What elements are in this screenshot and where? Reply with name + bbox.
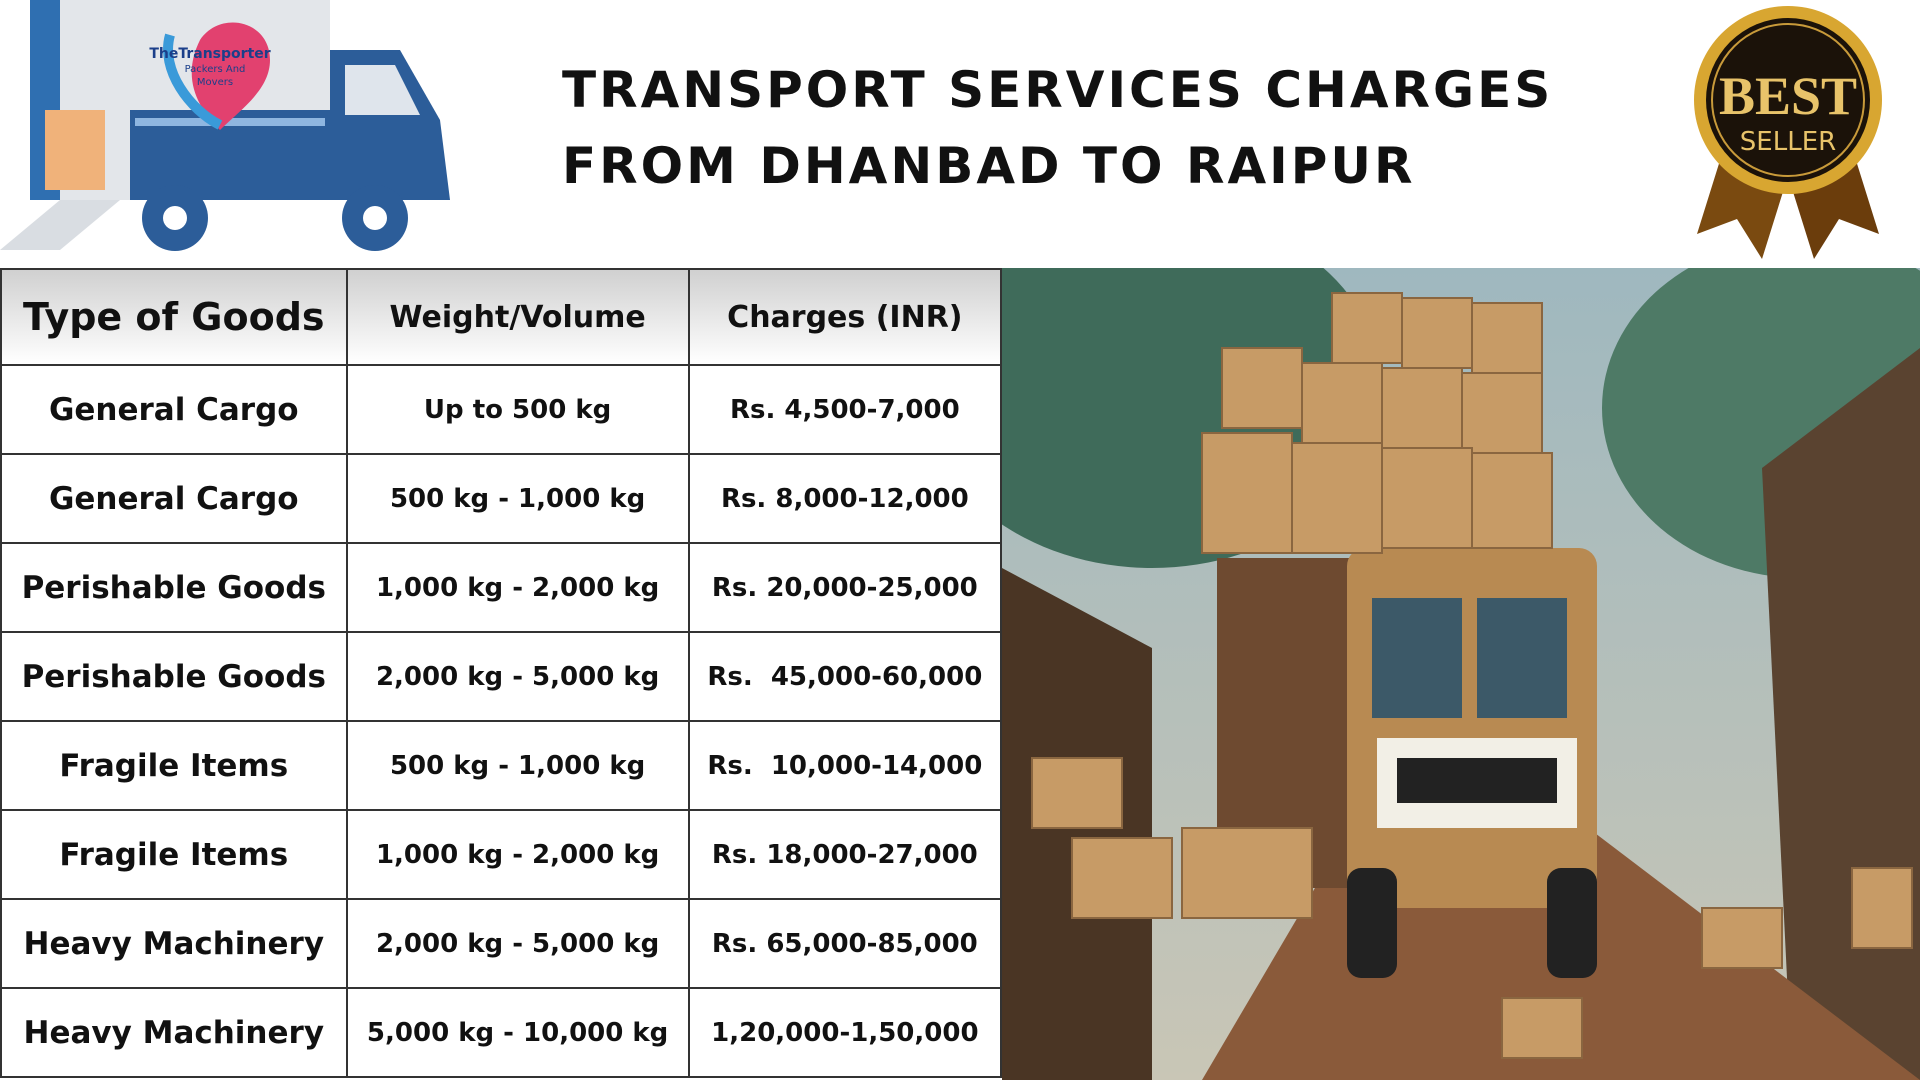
table-cell: Rs. 45,000-60,000 (687, 631, 1003, 722)
table-cell: General Cargo (0, 453, 348, 544)
table-cell: 1,000 kg - 2,000 kg (345, 809, 690, 900)
table-cell: 1,20,000-1,50,000 (687, 987, 1003, 1078)
table-row: Heavy Machinery 2,000 kg - 5,000 kg Rs. 65… (0, 898, 1003, 989)
table-cell: Rs. 4,500-7,000 (687, 364, 1003, 455)
table-cell: General Cargo (0, 364, 348, 455)
table-body: General Cargo Up to 500 kg Rs. 4,500-7,000… (0, 364, 1003, 1078)
logo: TheTransporter Packers And Movers (0, 0, 450, 251)
table-cell: 500 kg - 1,000 kg (345, 720, 690, 811)
best-seller-badge: BEST SELLER (1694, 6, 1882, 259)
table-cell: 500 kg - 1,000 kg (345, 453, 690, 544)
table-row: Fragile Items 1,000 kg - 2,000 kg Rs. 18,0… (0, 809, 1003, 900)
column-header: Charges (INR) (687, 268, 1003, 366)
table-cell: Fragile Items (0, 809, 348, 900)
table-cell: Rs. 18,000-27,000 (687, 809, 1003, 900)
table-cell: 1,000 kg - 2,000 kg (345, 542, 690, 633)
table-cell: Fragile Items (0, 720, 348, 811)
table-cell: Perishable Goods (0, 631, 348, 722)
logo-text: Movers (197, 77, 233, 88)
table-cell: Rs. 20,000-25,000 (687, 542, 1003, 633)
title-line: TRANSPORT SERVICES CHARGES (562, 61, 1554, 119)
badge-text: BEST (1719, 66, 1857, 126)
table-cell: Perishable Goods (0, 542, 348, 633)
table-cell: Up to 500 kg (345, 364, 690, 455)
table-row: Heavy Machinery 5,000 kg - 10,000 kg 1,20,… (0, 987, 1003, 1078)
header-row: Type of Goods Weight/Volume Charges (INR) (0, 268, 1003, 366)
table-cell: Rs. 10,000-14,000 (687, 720, 1003, 811)
table-cell: 5,000 kg - 10,000 kg (345, 987, 690, 1078)
table-row: Fragile Items 500 kg - 1,000 kg Rs. 10,000… (0, 720, 1003, 811)
table-row: General Cargo Up to 500 kg Rs. 4,500-7,000 (0, 364, 1003, 455)
table-row: General Cargo 500 kg - 1,000 kg Rs. 8,000-… (0, 453, 1003, 544)
truck-photo (1002, 268, 1920, 1080)
table-row: Perishable Goods 1,000 kg - 2,000 kg Rs. 2… (0, 542, 1003, 633)
table-row: Perishable Goods 2,000 kg - 5,000 kg Rs. 4… (0, 631, 1003, 722)
table-cell: Rs. 8,000-12,000 (687, 453, 1003, 544)
table-cell: Rs. 65,000-85,000 (687, 898, 1003, 989)
badge-text: SELLER (1740, 127, 1836, 157)
table-cell: Heavy Machinery (0, 898, 348, 989)
column-header: Type of Goods (0, 268, 348, 366)
logo-text: TheTransporter (149, 46, 270, 62)
table-cell: Heavy Machinery (0, 987, 348, 1078)
title: TRANSPORT SERVICES CHARGES FROM DHANBAD T… (562, 52, 1553, 204)
logo-text: Packers And (185, 64, 246, 75)
table-cell: 2,000 kg - 5,000 kg (345, 631, 690, 722)
title-line: FROM DHANBAD TO RAIPUR (562, 137, 1416, 195)
column-header: Weight/Volume (345, 268, 690, 366)
charges-table: Type of Goods Weight/Volume Charges (INR) … (0, 268, 1003, 1078)
table-cell: 2,000 kg - 5,000 kg (345, 898, 690, 989)
